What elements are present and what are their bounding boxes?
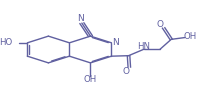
Text: O: O [123,67,129,76]
Text: HN: HN [137,42,150,51]
Text: HO: HO [0,38,13,47]
Text: N: N [112,38,119,47]
Text: O: O [157,20,164,29]
Text: N: N [78,14,84,23]
Text: OH: OH [84,75,97,84]
Text: OH: OH [184,32,197,41]
